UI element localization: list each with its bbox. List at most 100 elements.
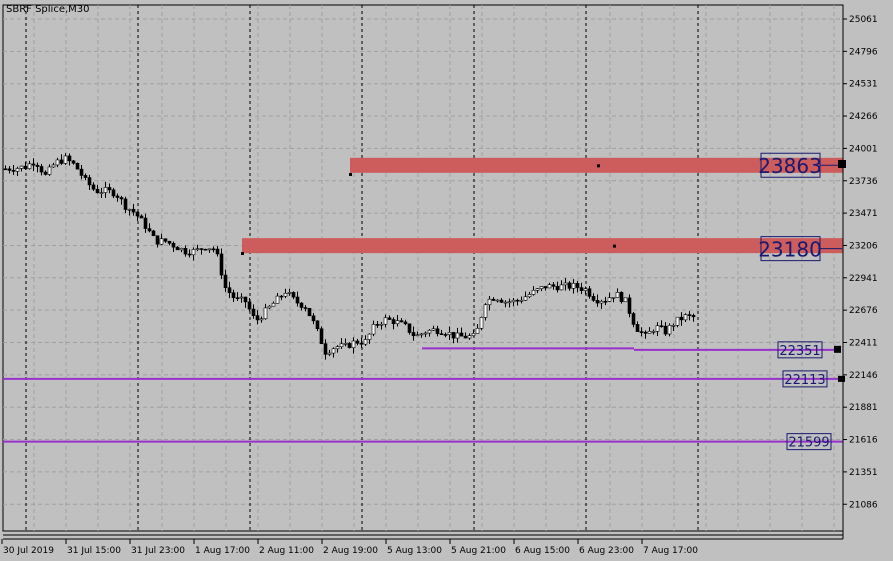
candle-body — [207, 248, 212, 251]
candle-body — [103, 187, 108, 193]
candle-body — [179, 247, 184, 251]
y-tick-label: 23736 — [849, 177, 878, 187]
candle-body — [515, 299, 520, 302]
candle-body — [219, 253, 224, 276]
candle-body — [295, 296, 300, 304]
candle-body — [463, 335, 468, 339]
candle-body — [99, 192, 104, 194]
candle-body — [71, 160, 76, 164]
candle-body — [331, 348, 336, 354]
y-tick-label: 21351 — [849, 468, 878, 478]
candle-body — [399, 320, 404, 323]
candle-body — [591, 296, 596, 301]
candle-body — [447, 332, 452, 335]
x-tick-label: 7 Aug 17:00 — [643, 546, 698, 556]
candle-body — [55, 159, 60, 166]
candle-body — [387, 317, 392, 320]
candle-body — [375, 324, 380, 326]
candle-body — [15, 168, 20, 172]
candle-body — [67, 155, 72, 162]
candle-body — [275, 295, 280, 304]
candle-body — [547, 284, 552, 289]
candle-body — [211, 248, 216, 251]
candle-body — [243, 296, 248, 303]
zone-rect — [350, 157, 843, 173]
candle-body — [59, 159, 64, 164]
candle-body — [391, 319, 396, 325]
candle-body — [291, 292, 296, 298]
candle-body — [583, 288, 588, 291]
candle-body — [259, 318, 264, 321]
candle-body — [479, 317, 484, 329]
candle-body — [599, 300, 604, 304]
candle-body — [239, 296, 244, 299]
candle-body — [123, 198, 128, 210]
x-tick-label: 31 Jul 23:00 — [131, 546, 185, 556]
candle-body — [51, 164, 56, 168]
candle-body — [423, 332, 428, 335]
candle-body — [335, 346, 340, 350]
zone-label: 23180 — [758, 238, 822, 262]
candle-body — [439, 333, 444, 335]
candle-body — [411, 332, 416, 337]
candle-body — [415, 334, 420, 337]
zone-midpoint — [613, 244, 616, 248]
candle-body — [115, 195, 120, 198]
candle-body — [543, 286, 548, 289]
candle-body — [23, 165, 28, 169]
candle-body — [603, 300, 608, 303]
candle-body — [223, 274, 228, 288]
candle-body — [227, 287, 232, 293]
candle-body — [43, 171, 48, 175]
candle-body — [527, 294, 532, 298]
candle-body — [155, 235, 160, 245]
candle-body — [323, 343, 328, 355]
candle-body — [183, 247, 188, 255]
candle-body — [271, 302, 276, 307]
candle-body — [635, 324, 640, 332]
y-tick-label: 23206 — [849, 241, 878, 251]
candle-body — [619, 292, 624, 303]
y-tick-label: 22411 — [849, 339, 878, 349]
candle-body — [263, 307, 268, 320]
candle-body — [531, 290, 536, 295]
candle-body — [435, 328, 440, 334]
candle-body — [475, 327, 480, 334]
candle-body — [555, 286, 560, 291]
x-tick-label: 5 Aug 21:00 — [451, 546, 506, 556]
candle-body — [407, 323, 412, 333]
zone-label-box — [760, 152, 821, 178]
candle-body — [31, 163, 36, 166]
candle-body — [215, 248, 220, 255]
candle-body — [251, 308, 256, 316]
candle-body — [559, 284, 564, 291]
candle-body — [191, 249, 196, 256]
candle-body — [195, 248, 200, 250]
candle-body — [483, 304, 488, 318]
candle-body — [431, 328, 436, 331]
candle-body — [283, 293, 288, 297]
candle-body — [39, 166, 44, 173]
candle-body — [163, 238, 168, 242]
zone-midpoint — [597, 164, 600, 168]
candle-body — [307, 308, 312, 317]
candle-body — [127, 208, 132, 211]
candle-body — [691, 315, 696, 318]
candle-body — [3, 168, 8, 171]
candle-body — [523, 296, 528, 301]
candle-body — [139, 215, 144, 219]
candle-body — [675, 316, 680, 326]
candle-body — [443, 334, 448, 336]
level-marker — [834, 345, 841, 353]
candle-body — [347, 343, 352, 348]
candle-body — [327, 352, 332, 355]
candle-body — [143, 217, 148, 229]
candle-body — [455, 332, 460, 339]
y-tick-label: 22676 — [849, 306, 878, 316]
zone-anchor — [349, 173, 352, 176]
candle-body — [147, 228, 152, 232]
candle-body — [499, 299, 504, 303]
candle-body — [655, 325, 660, 332]
level-label-box — [786, 433, 832, 451]
